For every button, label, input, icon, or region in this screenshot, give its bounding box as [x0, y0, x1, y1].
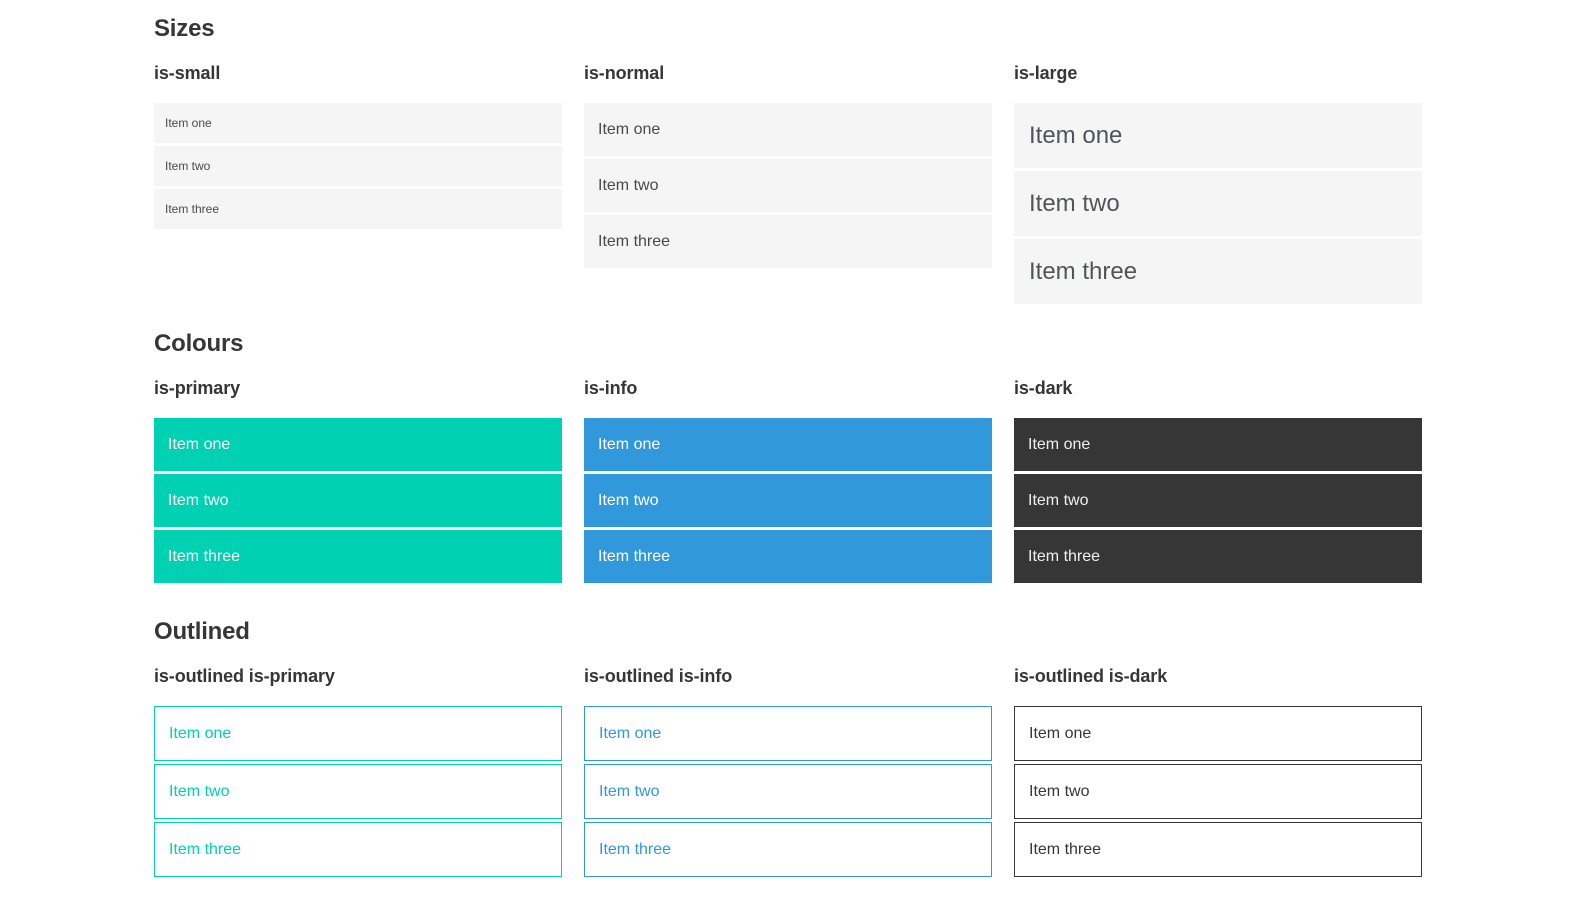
list-is-outlined-is-dark: Item one Item two Item three: [1014, 706, 1422, 877]
list-item[interactable]: Item one: [154, 706, 562, 761]
list-item[interactable]: Item two: [1014, 171, 1422, 236]
sizes-grid: is-small Item one Item two Item three is…: [154, 62, 1422, 307]
demo-is-primary: is-primary Item one Item two Item three: [154, 377, 562, 586]
section-sizes: Sizes is-small Item one Item two Item th…: [154, 14, 1422, 307]
section-title-outlined: Outlined: [154, 618, 250, 645]
page-container: Sizes is-small Item one Item two Item th…: [154, 0, 1422, 880]
list-item[interactable]: Item two: [1014, 474, 1422, 527]
list-item[interactable]: Item three: [584, 822, 992, 877]
list-item[interactable]: Item three: [154, 189, 562, 229]
demo-is-small: is-small Item one Item two Item three: [154, 62, 562, 232]
demo-label-is-small: is-small: [154, 63, 221, 83]
list-is-large: Item one Item two Item three: [1014, 103, 1422, 304]
list-is-normal: Item one Item two Item three: [584, 103, 992, 268]
list-item[interactable]: Item two: [154, 764, 562, 819]
list-item[interactable]: Item three: [154, 530, 562, 583]
list-item[interactable]: Item two: [584, 764, 992, 819]
section-title-sizes: Sizes: [154, 15, 215, 42]
demo-label-is-large: is-large: [1014, 63, 1078, 83]
demo-label-is-outlined-is-primary: is-outlined is-primary: [154, 666, 335, 686]
list-is-outlined-is-info: Item one Item two Item three: [584, 706, 992, 877]
section-title-colours: Colours: [154, 330, 244, 357]
list-is-small: Item one Item two Item three: [154, 103, 562, 229]
list-item[interactable]: Item one: [1014, 418, 1422, 471]
section-colours: Colours is-primary Item one Item two Ite…: [154, 329, 1422, 586]
list-item[interactable]: Item one: [1014, 103, 1422, 168]
list-item[interactable]: Item one: [584, 418, 992, 471]
demo-label-is-outlined-is-dark: is-outlined is-dark: [1014, 666, 1168, 686]
demo-is-dark: is-dark Item one Item two Item three: [1014, 377, 1422, 586]
demo-is-large: is-large Item one Item two Item three: [1014, 62, 1422, 307]
outlined-grid: is-outlined is-primary Item one Item two…: [154, 665, 1422, 880]
colours-grid: is-primary Item one Item two Item three …: [154, 377, 1422, 586]
list-item[interactable]: Item one: [584, 706, 992, 761]
list-item[interactable]: Item three: [154, 822, 562, 877]
list-item[interactable]: Item three: [584, 530, 992, 583]
demo-label-is-primary: is-primary: [154, 378, 241, 398]
demo-label-is-dark: is-dark: [1014, 378, 1073, 398]
list-item[interactable]: Item three: [1014, 239, 1422, 304]
list-item[interactable]: Item three: [1014, 822, 1422, 877]
list-is-dark: Item one Item two Item three: [1014, 418, 1422, 583]
list-item[interactable]: Item two: [154, 146, 562, 186]
list-is-primary: Item one Item two Item three: [154, 418, 562, 583]
list-is-info: Item one Item two Item three: [584, 418, 992, 583]
demo-is-outlined-is-primary: is-outlined is-primary Item one Item two…: [154, 665, 562, 880]
list-item[interactable]: Item three: [584, 215, 992, 268]
demo-label-is-outlined-is-info: is-outlined is-info: [584, 666, 733, 686]
section-outlined: Outlined is-outlined is-primary Item one…: [154, 617, 1422, 880]
list-item[interactable]: Item two: [1014, 764, 1422, 819]
list-item[interactable]: Item one: [584, 103, 992, 156]
list-item[interactable]: Item two: [584, 159, 992, 212]
demo-is-outlined-is-dark: is-outlined is-dark Item one Item two It…: [1014, 665, 1422, 880]
list-item[interactable]: Item one: [154, 103, 562, 143]
list-item[interactable]: Item one: [1014, 706, 1422, 761]
demo-is-outlined-is-info: is-outlined is-info Item one Item two It…: [584, 665, 992, 880]
demo-is-normal: is-normal Item one Item two Item three: [584, 62, 992, 271]
demo-is-info: is-info Item one Item two Item three: [584, 377, 992, 586]
demo-label-is-normal: is-normal: [584, 63, 665, 83]
list-item[interactable]: Item two: [584, 474, 992, 527]
list-item[interactable]: Item two: [154, 474, 562, 527]
list-item[interactable]: Item one: [154, 418, 562, 471]
list-item[interactable]: Item three: [1014, 530, 1422, 583]
demo-label-is-info: is-info: [584, 378, 638, 398]
list-is-outlined-is-primary: Item one Item two Item three: [154, 706, 562, 877]
